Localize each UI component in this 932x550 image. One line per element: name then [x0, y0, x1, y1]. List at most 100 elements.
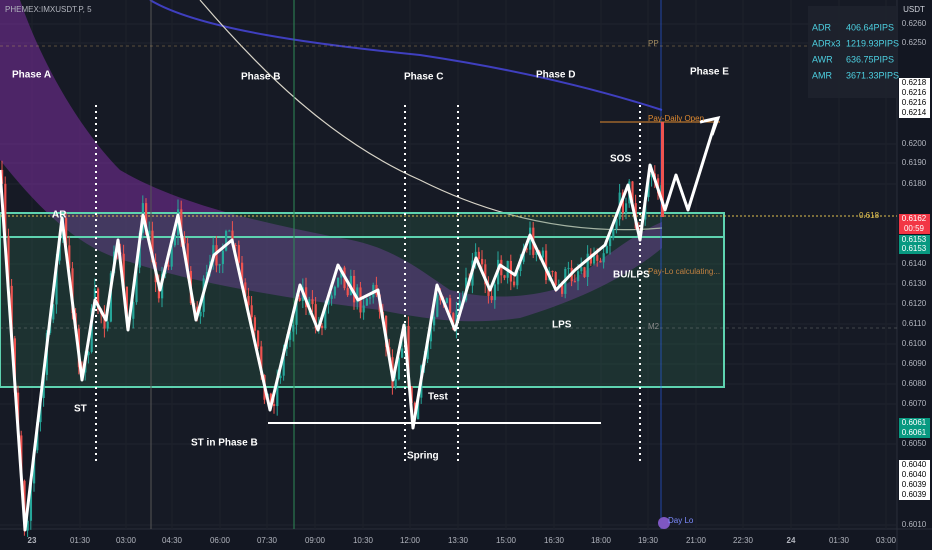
time-label: 23	[28, 536, 37, 545]
candle-body	[295, 298, 298, 325]
candle-body	[253, 317, 256, 331]
candle-body	[186, 243, 189, 271]
time-label: 19:30	[638, 536, 659, 545]
time-label: 16:30	[544, 536, 565, 545]
candle-body	[545, 250, 548, 281]
price-box-label: 00:59	[904, 224, 925, 233]
candle-body	[449, 298, 452, 314]
candle-body	[609, 238, 612, 247]
level-label: Day Lo	[668, 516, 694, 525]
level-label: Pay-Daily Open	[648, 114, 704, 123]
candle-body	[225, 231, 228, 251]
level-label: PP	[648, 39, 659, 48]
wyckoff-path	[0, 119, 718, 532]
candle-body	[356, 287, 359, 303]
price-label: 0.6070	[902, 399, 927, 408]
time-label: 15:00	[496, 536, 517, 545]
price-box	[899, 108, 930, 118]
phase-dividers	[95, 105, 641, 465]
candle-body	[26, 520, 29, 531]
price-label: 0.6250	[902, 38, 927, 47]
candle-body	[145, 203, 148, 235]
candle-body	[474, 251, 477, 261]
candle-body	[221, 250, 224, 265]
price-box	[899, 490, 930, 500]
candle-body	[593, 255, 596, 264]
candle-body	[314, 304, 317, 329]
candle-body	[71, 268, 74, 314]
candle-body	[583, 267, 586, 278]
time-label: 03:00	[876, 536, 897, 545]
candle-body	[586, 253, 589, 278]
candle-body	[298, 298, 301, 301]
event-label: Test	[428, 392, 448, 403]
candle-body	[596, 255, 599, 261]
price-label: 0.6010	[902, 520, 927, 529]
level-label: Pay-Lo calculating...	[648, 267, 720, 276]
price-box-label: 0.6040	[902, 460, 927, 469]
candle-body	[234, 244, 237, 246]
price-box-label: 0.6216	[902, 98, 927, 107]
candle-body	[183, 237, 186, 244]
price-box	[899, 224, 930, 234]
candle-body	[573, 281, 576, 283]
candle-body	[458, 300, 461, 311]
candle-body	[397, 357, 400, 380]
time-label: 24	[787, 536, 796, 545]
event-label: ST in Phase B	[191, 438, 258, 449]
axis-unit: USDT	[903, 5, 925, 14]
candle-body	[401, 348, 404, 358]
grid	[0, 0, 897, 529]
candle-body	[68, 245, 71, 269]
candle-body	[445, 298, 448, 303]
price-box-label: 0.6040	[902, 470, 927, 479]
time-label: 10:30	[353, 536, 374, 545]
candle-body	[503, 275, 506, 278]
candle-body	[490, 295, 493, 301]
price-box	[899, 214, 930, 224]
event-label: Spring	[407, 451, 439, 462]
candle-body	[346, 288, 349, 296]
candle-body	[650, 173, 653, 178]
phase-label: Phase B	[241, 72, 280, 83]
price-box	[899, 470, 930, 480]
phase-label: Phase A	[12, 70, 51, 81]
candle-body	[625, 203, 628, 213]
candle-body	[215, 245, 218, 266]
candle-body	[365, 298, 368, 306]
candle-body	[167, 265, 170, 267]
candle-body	[228, 230, 231, 232]
info-value: 3671.33PIPS	[846, 70, 899, 80]
white-ma	[199, 0, 663, 231]
candle-body	[333, 286, 336, 296]
candle-body	[567, 267, 570, 269]
candle-body	[292, 324, 295, 332]
time-label: 01:30	[70, 536, 91, 545]
candle-body	[42, 374, 45, 398]
price-box-label: 0.6061	[902, 428, 927, 437]
level-label: M2	[648, 322, 660, 331]
time-label: 13:30	[448, 536, 469, 545]
candle-body	[407, 326, 410, 387]
price-label: 0.6050	[902, 439, 927, 448]
candle-body	[599, 260, 602, 263]
candle-body	[93, 288, 96, 309]
price-box-label: 0.6214	[902, 108, 927, 117]
candle-body	[125, 286, 128, 319]
candle-body	[477, 251, 480, 259]
info-key: AWR	[812, 54, 833, 64]
candle-body	[231, 230, 234, 245]
candle-body	[244, 282, 247, 296]
candle-body	[247, 295, 250, 306]
candle-body	[513, 281, 516, 286]
candle-body	[561, 284, 564, 294]
candle-body	[493, 284, 496, 301]
candle-body	[122, 253, 125, 287]
candle-body	[170, 245, 173, 267]
price-box	[899, 418, 930, 428]
time-label: 07:30	[257, 536, 278, 545]
event-label: BU/LPS	[613, 270, 650, 281]
candle-body	[250, 305, 253, 318]
price-box-label: 0.6061	[902, 418, 927, 427]
candle-body	[327, 298, 330, 305]
